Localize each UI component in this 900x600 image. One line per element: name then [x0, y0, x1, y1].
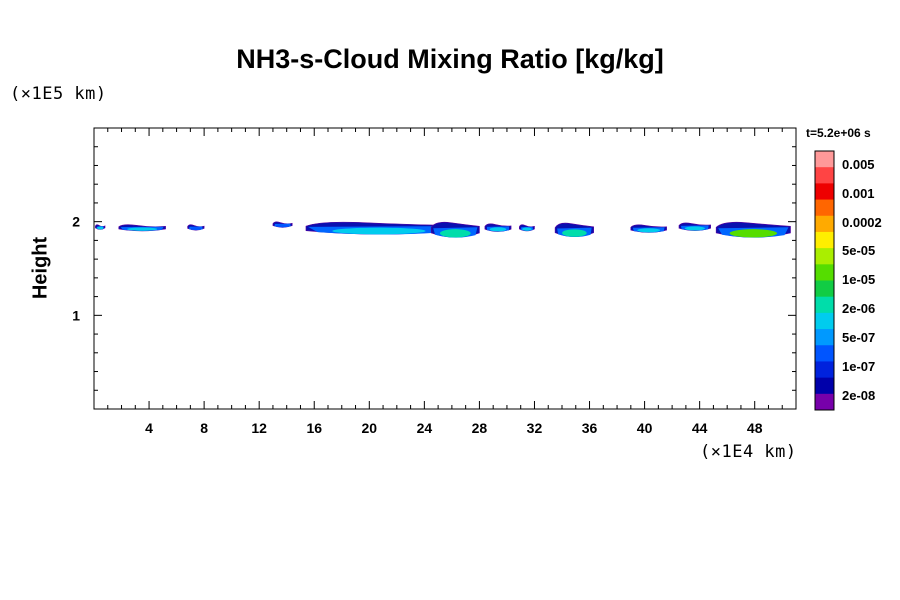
cloud-core — [637, 228, 661, 233]
colorbar-swatch — [815, 199, 834, 217]
x-tick-label: 44 — [692, 420, 708, 436]
x-tick-label: 28 — [472, 420, 488, 436]
colorbar-label: 0.0002 — [842, 215, 882, 230]
colorbar-swatch — [815, 312, 834, 330]
cloud-patch — [187, 224, 205, 231]
colorbar-swatch — [815, 393, 834, 411]
colorbar-swatch — [815, 377, 834, 395]
y-axis-unit: (×1E5 km) — [10, 84, 107, 104]
colorbar-swatch — [815, 215, 834, 233]
x-tick-label: 48 — [747, 420, 763, 436]
cloud-patch — [715, 221, 791, 238]
colorbar-label: 5e-07 — [842, 330, 875, 345]
x-axis-unit: (×1E4 km) — [700, 442, 797, 462]
colorbar-label: 1e-07 — [842, 359, 875, 374]
cloud-core — [276, 224, 289, 228]
x-tick-label: 16 — [306, 420, 322, 436]
cloud-core — [489, 227, 507, 232]
colorbar-swatch — [815, 183, 834, 201]
x-tick-label: 40 — [637, 420, 653, 436]
x-tick-label: 24 — [417, 420, 433, 436]
cloud-patch — [554, 222, 594, 238]
x-tick-label: 20 — [362, 420, 378, 436]
y-tick-label: 2 — [72, 214, 80, 230]
colorbar-label: 2e-08 — [842, 388, 875, 403]
cloud-core — [562, 229, 587, 237]
colorbar-swatch — [815, 248, 834, 265]
cloud-core — [127, 227, 158, 231]
chart-title: NH3-s-Cloud Mixing Ratio [kg/kg] — [236, 44, 664, 74]
colorbar-label: 0.005 — [842, 157, 875, 172]
colorbar-label: 2e-06 — [842, 301, 875, 316]
cloud-patch — [272, 221, 293, 228]
colorbar-swatch — [815, 264, 834, 281]
colorbar: 0.005 0.001 0.0002 5e-05 1e-05 2e-06 5e-07 1e-0… — [814, 150, 882, 411]
cloud-core — [684, 226, 705, 231]
cloud-patch — [630, 224, 667, 233]
cloud-core — [522, 227, 532, 231]
y-tick-label: 1 — [72, 307, 80, 323]
cloud-core — [97, 226, 104, 230]
plot-frame — [93, 127, 797, 410]
colorbar-swatch — [815, 296, 834, 314]
colorbar-swatch — [815, 280, 834, 298]
cloud-patch — [484, 223, 512, 232]
cloud-patch — [95, 224, 106, 230]
time-label: t=5.2e+06 s — [806, 126, 871, 140]
cloud-patch — [305, 221, 453, 235]
colorbar-label: 5e-05 — [842, 243, 875, 258]
cloud-patch — [118, 224, 166, 232]
colorbar-label: 0.001 — [842, 186, 875, 201]
cloud-patch — [519, 224, 535, 232]
cloud-core — [190, 227, 202, 231]
colorbar-swatch — [815, 151, 834, 168]
x-tick-label: 36 — [582, 420, 598, 436]
colorbar-label: 1e-05 — [842, 272, 875, 287]
cloud-patch — [430, 221, 480, 238]
x-tick-label: 8 — [200, 420, 208, 436]
cloud-core — [439, 229, 471, 238]
colorbar-swatch — [815, 231, 834, 249]
cloud-layer — [95, 221, 791, 238]
colorbar-swatch — [815, 167, 834, 184]
cloud-patch — [678, 222, 711, 231]
colorbar-swatch — [815, 329, 834, 346]
x-tick-label: 4 — [145, 420, 153, 436]
colorbar-swatch — [815, 361, 834, 379]
colorbar-swatch — [815, 345, 834, 362]
x-tick-label: 12 — [251, 420, 267, 436]
cloud-core — [729, 229, 778, 238]
x-tick-label: 32 — [527, 420, 543, 436]
cloud-core — [332, 227, 426, 235]
colorbar-frame — [814, 150, 835, 411]
